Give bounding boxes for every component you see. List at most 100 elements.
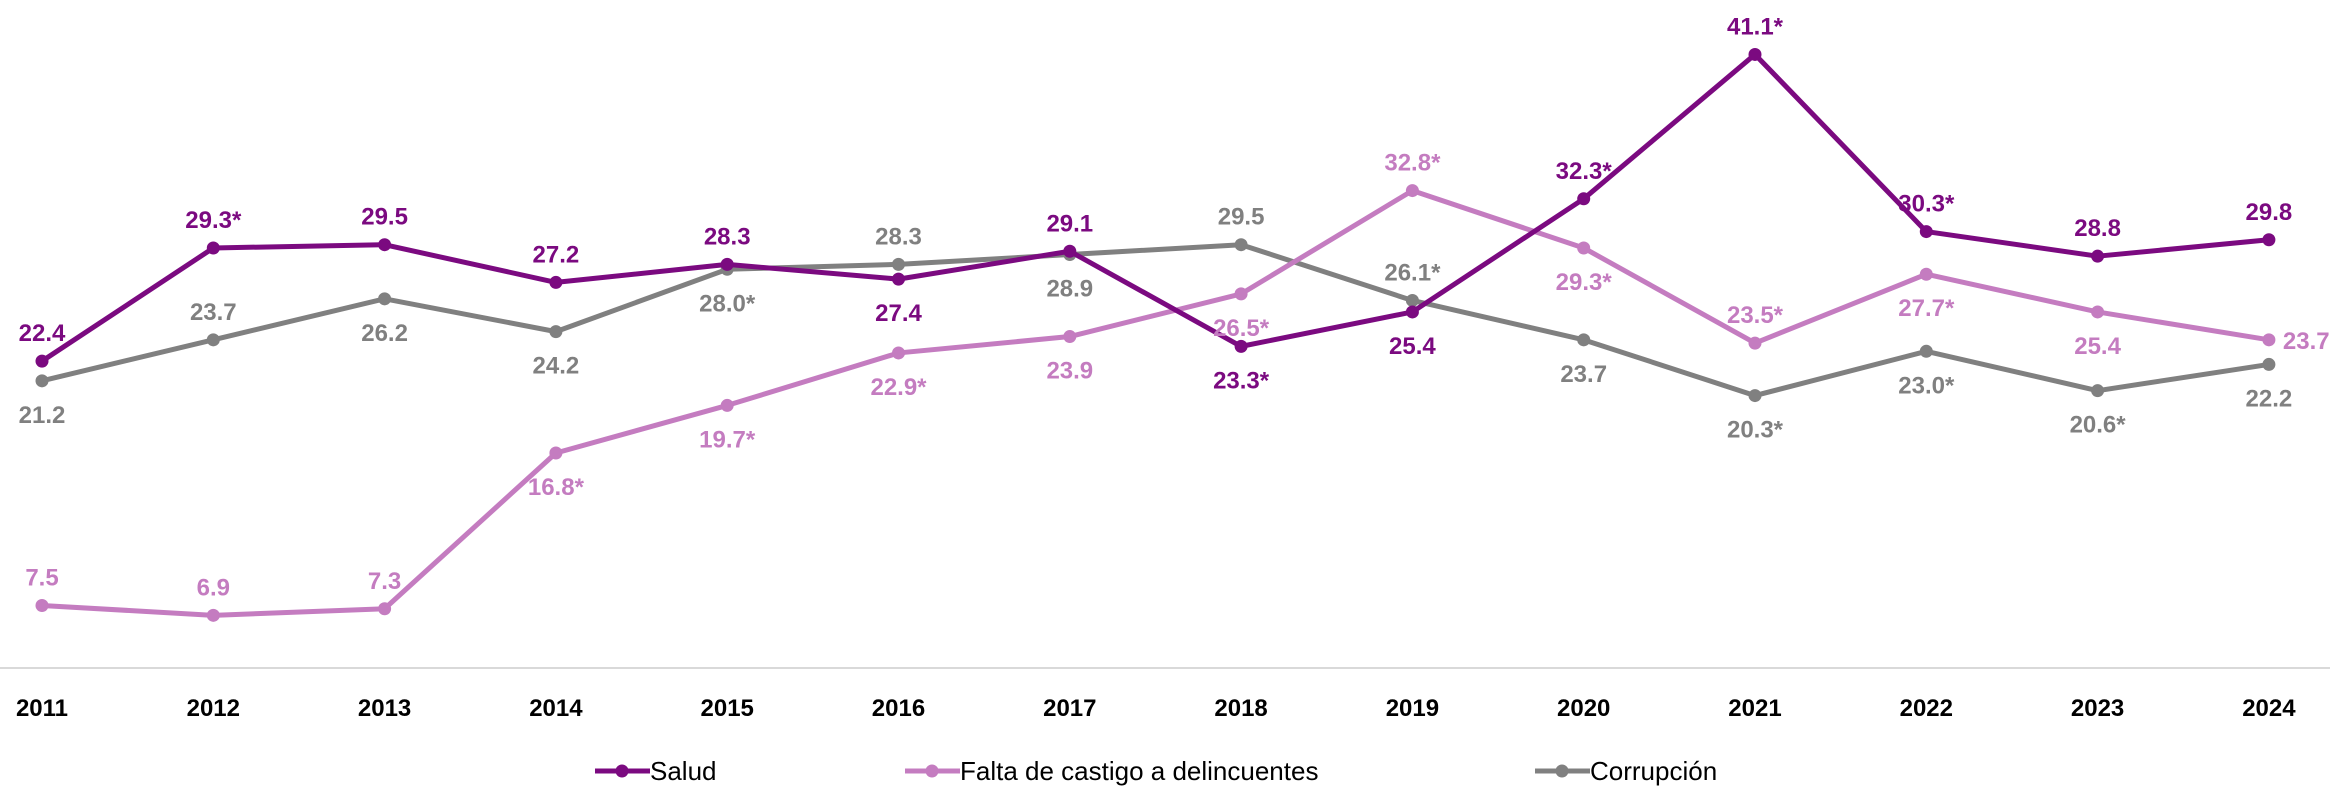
data-point <box>206 333 220 347</box>
data-label: 22.9* <box>870 374 927 401</box>
legend-item: Salud <box>595 756 717 786</box>
data-point <box>720 398 734 412</box>
legend-marker <box>615 764 629 778</box>
data-label: 30.3* <box>1898 191 1955 218</box>
data-point <box>35 354 49 368</box>
data-label: 6.9 <box>197 574 230 601</box>
data-label: 23.5* <box>1727 302 1784 329</box>
data-point <box>378 292 392 306</box>
x-tick-label: 2022 <box>1900 695 1953 722</box>
data-point <box>1748 47 1762 61</box>
legend-label: Corrupción <box>1590 756 1717 786</box>
x-tick-label: 2023 <box>2071 695 2124 722</box>
data-point <box>1405 184 1419 198</box>
data-point <box>1234 339 1248 353</box>
legend-label: Falta de castigo a delincuentes <box>960 756 1318 786</box>
data-point <box>1919 267 1933 281</box>
data-point <box>2262 333 2276 347</box>
data-label: 27.2 <box>533 241 580 268</box>
data-label: 26.5* <box>1213 315 1270 342</box>
series-line <box>41 242 2270 399</box>
data-label: 25.4 <box>1389 333 1436 360</box>
data-point <box>206 608 220 622</box>
x-tick-label: 2013 <box>358 695 411 722</box>
data-point <box>1234 238 1248 252</box>
data-point <box>2091 384 2105 398</box>
data-label: 19.7* <box>699 426 756 453</box>
data-point <box>2091 249 2105 263</box>
data-point <box>1577 333 1591 347</box>
data-point <box>1063 330 1077 344</box>
data-label: 29.5 <box>361 204 408 231</box>
data-label: 16.8* <box>528 474 585 501</box>
data-point <box>378 238 392 252</box>
data-label: 23.0* <box>1898 372 1955 399</box>
x-tick-label: 2011 <box>16 695 68 722</box>
data-point <box>1063 244 1077 258</box>
x-axis-ticks: 2011 2012 2013 2014 2015 2016 2017 2018 2019 2020… <box>16 695 2296 722</box>
data-point <box>2262 233 2276 247</box>
data-label: 23.7 <box>190 299 237 326</box>
data-label: 28.0* <box>699 290 756 317</box>
data-label: 28.3 <box>704 223 751 250</box>
series-line <box>40 51 2270 364</box>
data-label: 26.2 <box>361 320 408 347</box>
data-point <box>892 346 905 360</box>
data-point <box>1919 344 1933 358</box>
x-tick-label: 2020 <box>1557 695 1610 722</box>
data-label: 32.3* <box>1556 158 1613 185</box>
x-tick-label: 2017 <box>1043 695 1096 722</box>
data-point <box>2262 357 2276 371</box>
data-point <box>720 257 734 271</box>
data-point <box>892 272 905 286</box>
data-point <box>2091 305 2105 319</box>
x-tick-label: 2018 <box>1214 695 1267 722</box>
data-point <box>1748 336 1762 350</box>
legend-item: Corrupción <box>1535 756 1717 786</box>
data-label: 25.4 <box>2074 333 2121 360</box>
data-label: 23.7 <box>1560 361 1607 388</box>
data-label: 7.3 <box>368 568 401 595</box>
data-label: 22.4 <box>19 320 66 347</box>
legend-marker <box>1555 764 1569 778</box>
legend-label: Salud <box>650 756 717 786</box>
data-point <box>35 374 49 388</box>
data-label: 27.7* <box>1898 295 1955 322</box>
data-point <box>1919 225 1933 239</box>
data-label: 20.3* <box>1727 417 1784 444</box>
data-label: 29.1 <box>1046 210 1093 237</box>
series-layer <box>35 47 2276 622</box>
data-label: 23.9 <box>1046 358 1093 385</box>
data-point <box>35 599 49 612</box>
x-tick-label: 2021 <box>1728 695 1781 722</box>
data-point <box>549 325 563 339</box>
data-label-layer: 22.4 29.3* 29.5 27.2 28.3 27.4 29.1 23.3* 25.4 32… <box>19 13 2330 601</box>
data-label: 23.7 <box>2283 328 2330 355</box>
data-label: 29.3* <box>185 207 242 234</box>
data-label: 28.9 <box>1046 276 1093 303</box>
data-label: 28.8 <box>2074 215 2121 242</box>
data-label: 20.6* <box>2070 412 2127 439</box>
data-label: 32.8* <box>1384 150 1441 177</box>
data-label: 7.5 <box>25 565 58 592</box>
data-label: 29.5 <box>1218 204 1265 231</box>
data-point <box>892 257 905 271</box>
data-label: 21.2 <box>19 402 66 429</box>
x-tick-label: 2016 <box>872 695 925 722</box>
series-1 <box>35 184 2276 622</box>
data-label: 29.8 <box>2246 199 2293 226</box>
data-point <box>1748 389 1762 403</box>
data-label: 29.3* <box>1556 269 1613 296</box>
data-point <box>549 446 563 460</box>
data-label: 23.3* <box>1213 367 1270 394</box>
legend: Salud Falta de castigo a delincuentes Corr… <box>595 756 1717 786</box>
data-point <box>1577 192 1591 206</box>
data-point <box>549 275 563 289</box>
data-point <box>1234 287 1248 301</box>
data-point <box>1405 293 1419 307</box>
data-label: 22.2 <box>2246 385 2293 412</box>
legend-item: Falta de castigo a delincuentes <box>905 756 1318 786</box>
data-point <box>1577 241 1591 255</box>
series-0 <box>35 47 2276 368</box>
